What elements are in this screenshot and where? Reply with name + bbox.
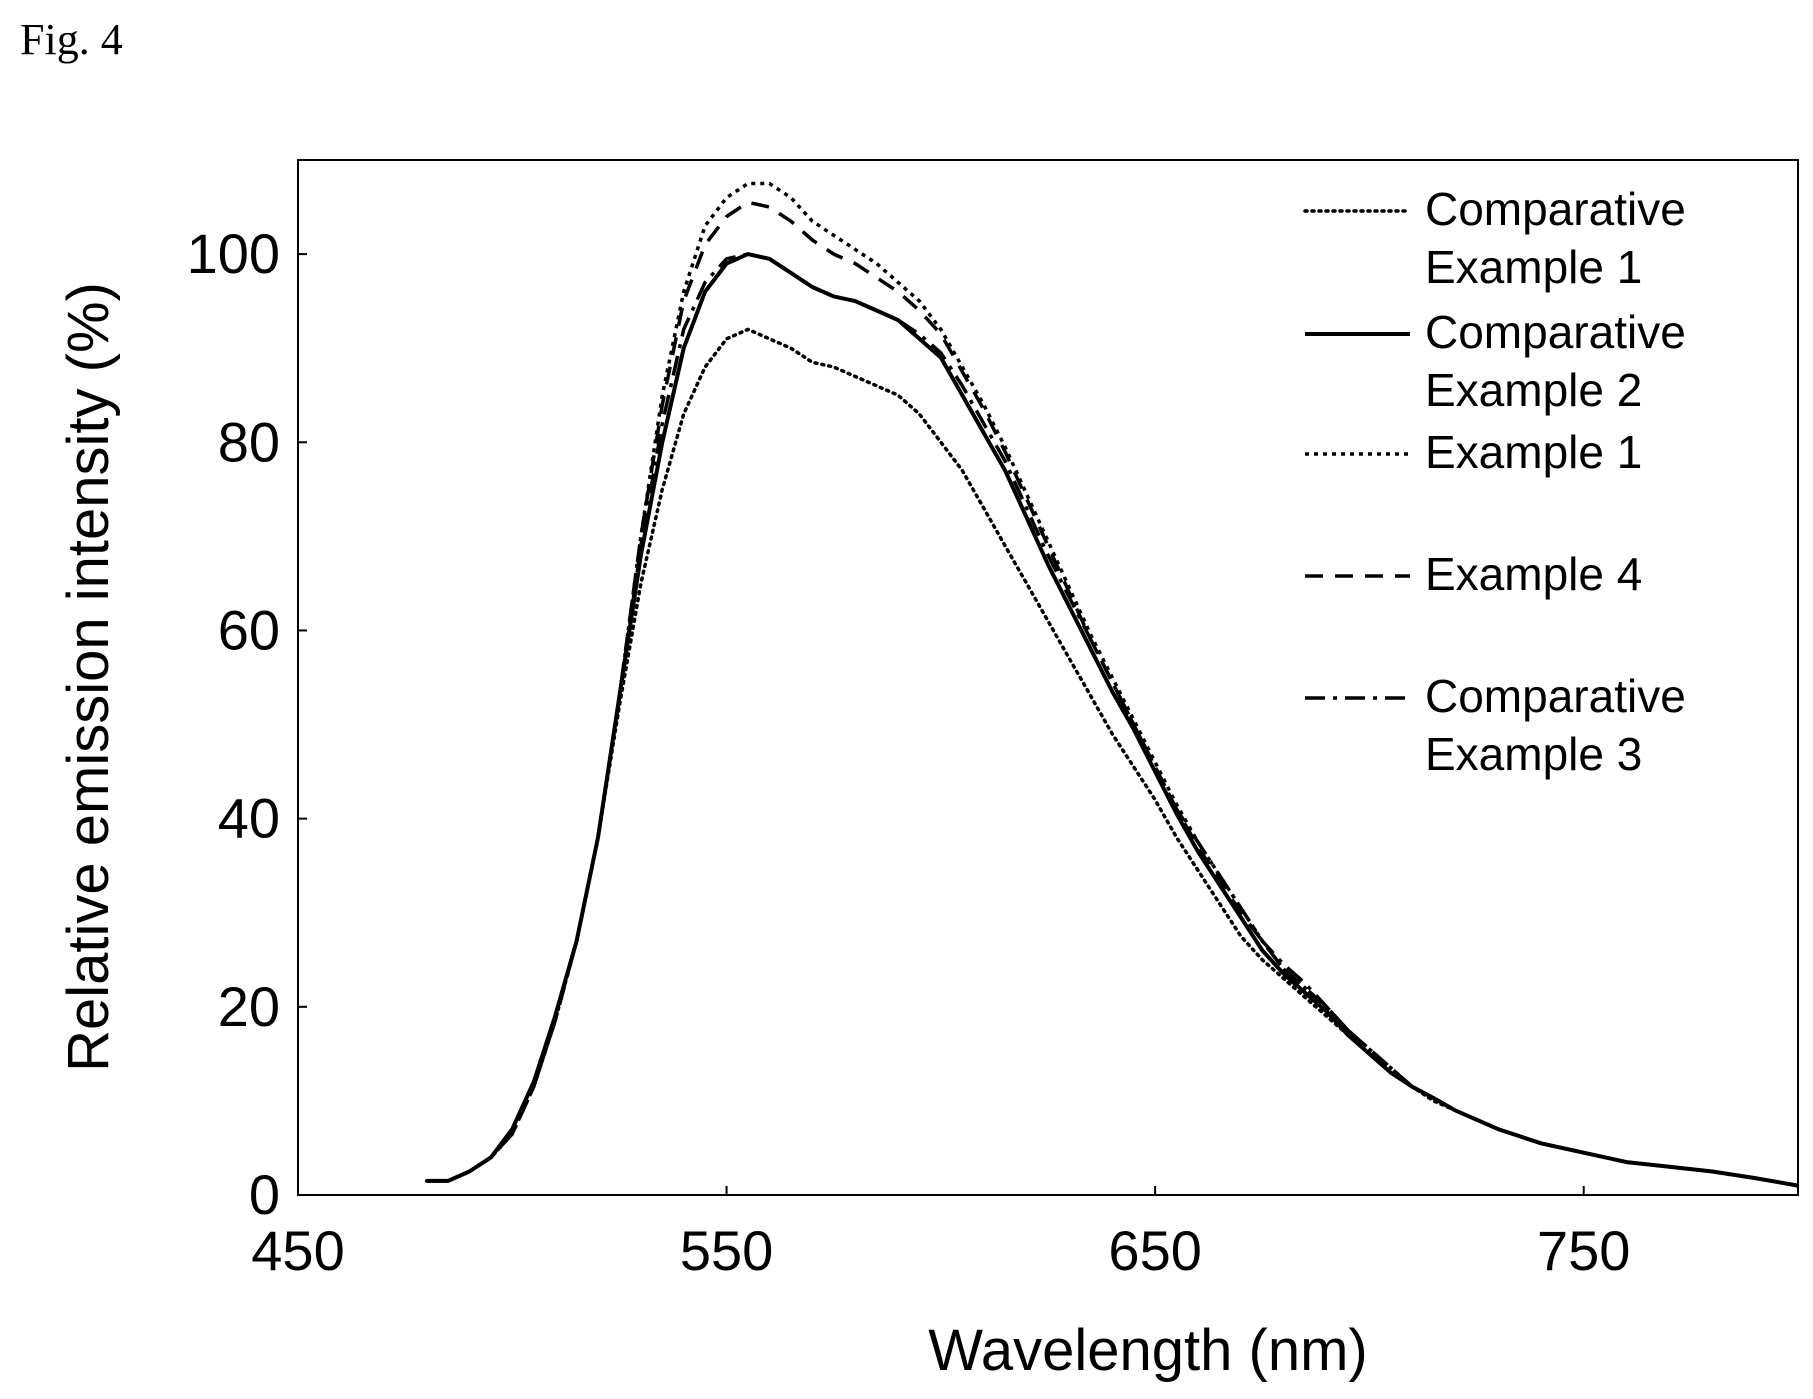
x-tick-label: 650: [1108, 1219, 1201, 1282]
y-tick-label: 0: [249, 1163, 280, 1226]
legend-label-5: Comparative: [1425, 670, 1686, 722]
legend-label-1: Comparative: [1425, 183, 1686, 235]
x-axis-title: Wavelength (nm): [928, 1318, 1367, 1383]
y-tick-label: 20: [218, 975, 280, 1038]
series-line-5: [426, 252, 1799, 1188]
legend-label-3: Example 1: [1425, 426, 1642, 478]
series-line-1: [424, 327, 1800, 1188]
y-tick-label: 80: [218, 410, 280, 473]
y-tick-label: 100: [187, 222, 280, 285]
x-tick-label: 550: [680, 1219, 773, 1282]
legend-label-4: Example 4: [1425, 548, 1642, 600]
y-axis-title: Relative emission intensity (%): [56, 282, 121, 1072]
x-tick-label: 750: [1537, 1219, 1630, 1282]
x-axis-ticks: 450 550 650 750: [251, 1186, 1630, 1282]
y-axis-ticks: 0 20 40 60 80 100: [187, 222, 307, 1226]
y-tick-label: 40: [218, 787, 280, 850]
y-tick-label: 60: [218, 598, 280, 661]
legend-label-2: Example 2: [1425, 364, 1642, 416]
legend-label-5: Example 3: [1425, 728, 1642, 780]
series-layer: [424, 181, 1800, 1188]
legend-label-2: Comparative: [1425, 306, 1686, 358]
legend-label-1: Example 1: [1425, 241, 1642, 293]
plot-frame: [297, 159, 1799, 1196]
legend: Comparative Example 1 Comparative Example 2…: [1303, 183, 1686, 780]
x-tick-label: 450: [251, 1219, 344, 1282]
figure-label: Fig. 4: [20, 15, 123, 64]
